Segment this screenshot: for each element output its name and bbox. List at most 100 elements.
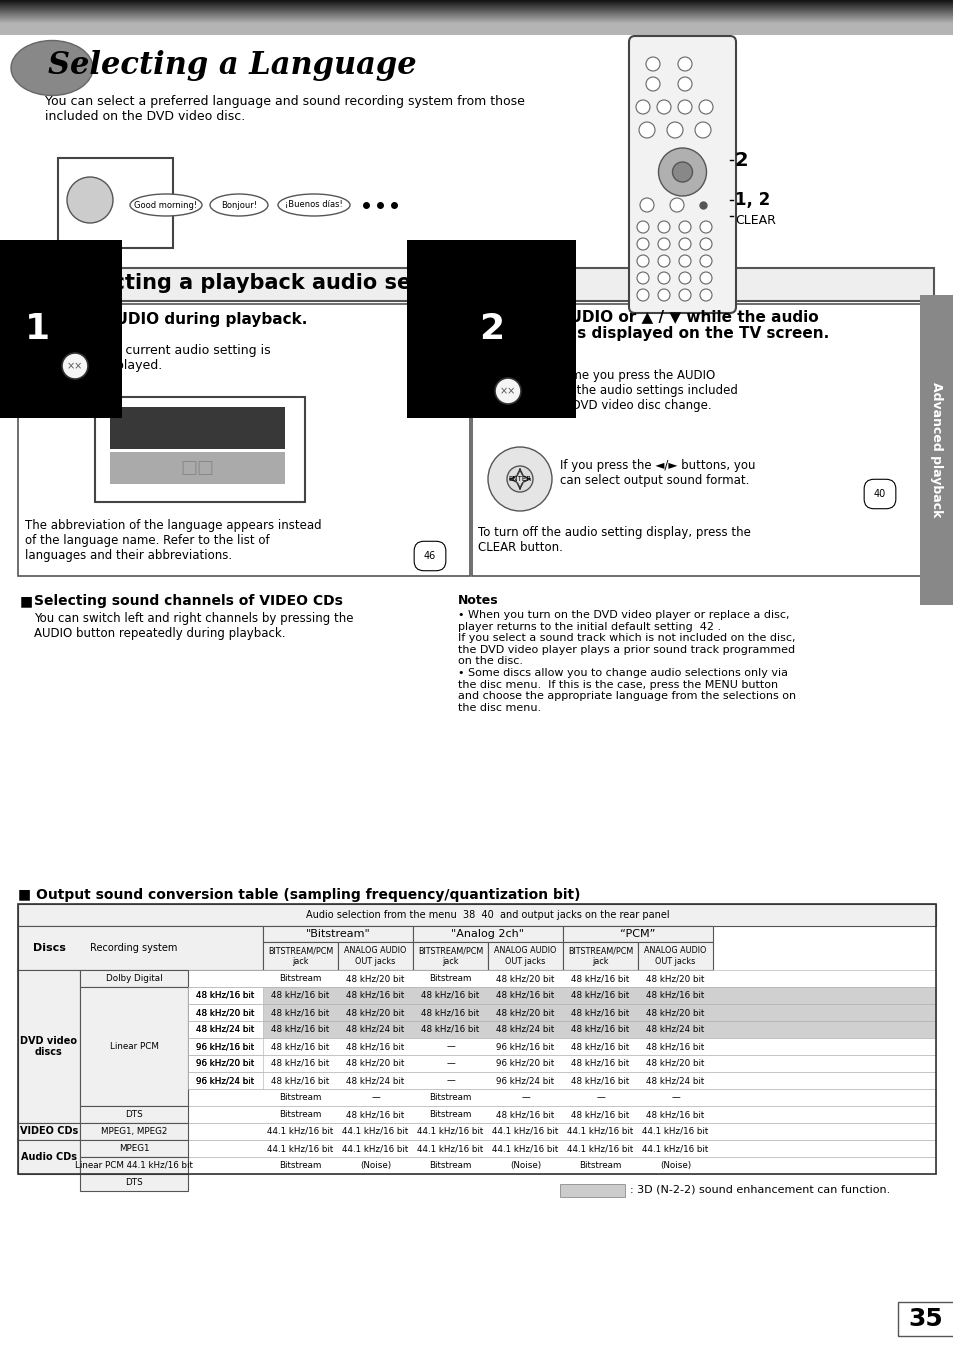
Bar [18, 905, 935, 926]
Text: Bitstream: Bitstream [279, 1161, 321, 1170]
Text: "Bitstream": "Bitstream" [305, 929, 370, 940]
Bar [413, 926, 562, 942]
Circle shape [679, 288, 690, 301]
Text: Dolby Digital: Dolby Digital [106, 975, 162, 983]
Bar [80, 1157, 188, 1174]
Text: 48 kHz/24 bit: 48 kHz/24 bit [196, 1024, 254, 1034]
Text: 48 kHz/16 bit: 48 kHz/16 bit [271, 1024, 330, 1034]
Circle shape [637, 221, 648, 233]
Text: 46: 46 [423, 551, 436, 561]
Circle shape [636, 100, 649, 115]
Bar [18, 926, 263, 971]
Bar [18, 1055, 935, 1072]
Bar [413, 942, 488, 971]
Text: BITSTREAM/PCM
jack: BITSTREAM/PCM jack [417, 946, 482, 965]
Bar [80, 987, 188, 1105]
Text: DTS: DTS [125, 1109, 143, 1119]
Text: 48 kHz/20 bit: 48 kHz/20 bit [645, 975, 704, 983]
Text: 96 kHz/20 bit: 96 kHz/20 bit [196, 1060, 254, 1068]
Text: "Analog 2ch": "Analog 2ch" [451, 929, 524, 940]
Text: —: — [371, 1093, 379, 1103]
Text: Press AUDIO during playback.: Press AUDIO during playback. [52, 311, 307, 328]
Bar [18, 1072, 935, 1089]
Text: 48 kHz/16 bit: 48 kHz/16 bit [571, 1060, 629, 1068]
Circle shape [679, 239, 690, 249]
Text: 1, 2: 1, 2 [734, 191, 769, 209]
Bar [80, 1123, 188, 1140]
Text: 96 kHz/24 bit: 96 kHz/24 bit [496, 1076, 554, 1085]
Text: 2: 2 [734, 151, 748, 170]
Text: 48 kHz/16 bit: 48 kHz/16 bit [271, 1042, 330, 1051]
Ellipse shape [130, 194, 202, 216]
Text: 96 kHz/20 bit: 96 kHz/20 bit [196, 1060, 254, 1068]
Circle shape [700, 288, 711, 301]
Text: 48 kHz/16 bit: 48 kHz/16 bit [346, 991, 404, 1000]
Bar [188, 1020, 263, 1038]
Text: (Noise): (Noise) [359, 1161, 391, 1170]
Text: Bitstream: Bitstream [429, 1093, 471, 1103]
Text: 44.1 kHz/16 bit: 44.1 kHz/16 bit [416, 1127, 483, 1136]
Bar [18, 1123, 80, 1140]
Text: Press AUDIO or ▲ / ▼ while the audio
setting is displayed on the TV screen.: Press AUDIO or ▲ / ▼ while the audio set… [505, 309, 828, 341]
Text: “PCM”: “PCM” [619, 929, 655, 940]
Text: 44.1 kHz/16 bit: 44.1 kHz/16 bit [267, 1127, 334, 1136]
Text: The current audio setting is
displayed.: The current audio setting is displayed. [98, 344, 271, 372]
Text: □□: □□ [180, 460, 213, 477]
Text: 48 kHz/20 bit: 48 kHz/20 bit [196, 1008, 254, 1016]
Text: BITSTREAM/PCM
jack: BITSTREAM/PCM jack [268, 946, 333, 965]
Text: 48 kHz/16 bit: 48 kHz/16 bit [571, 1109, 629, 1119]
Ellipse shape [11, 40, 92, 96]
Circle shape [645, 77, 659, 92]
Circle shape [637, 255, 648, 267]
Text: VCD: VCD [32, 284, 48, 291]
Text: DVD: DVD [31, 274, 49, 279]
Circle shape [679, 272, 690, 284]
Text: (Noise): (Noise) [659, 1161, 690, 1170]
Text: 48 kHz/16 bit: 48 kHz/16 bit [196, 991, 254, 1000]
Bar [18, 1140, 80, 1174]
Text: Bitstream: Bitstream [429, 975, 471, 983]
Text: 48 kHz/16 bit: 48 kHz/16 bit [571, 1076, 629, 1085]
Bar [562, 926, 712, 942]
Bar [18, 305, 470, 576]
Bar [95, 398, 305, 501]
Bar [188, 1038, 263, 1055]
Bar [188, 1072, 263, 1089]
Text: ××: ×× [499, 386, 516, 396]
Bar [919, 295, 953, 605]
Text: 48 kHz/16 bit: 48 kHz/16 bit [346, 1042, 404, 1051]
Text: Linear PCM 44.1 kHz/16 bit: Linear PCM 44.1 kHz/16 bit [75, 1161, 193, 1170]
Text: 48 kHz/16 bit: 48 kHz/16 bit [571, 975, 629, 983]
Text: DTS: DTS [125, 1178, 143, 1188]
Text: 48 kHz/24 bit: 48 kHz/24 bit [646, 1076, 704, 1085]
Bar [562, 942, 638, 971]
Text: To turn off the audio setting display, press the
CLEAR button.: To turn off the audio setting display, p… [477, 526, 750, 554]
Circle shape [678, 77, 691, 92]
Circle shape [658, 288, 669, 301]
Text: DVD video
discs: DVD video discs [20, 1035, 77, 1057]
Bar [110, 407, 285, 449]
Text: 48 kHz/16 bit: 48 kHz/16 bit [571, 1042, 629, 1051]
Circle shape [639, 198, 654, 212]
Text: 48 kHz/16 bit: 48 kHz/16 bit [421, 1024, 479, 1034]
Text: 48 kHz/16 bit: 48 kHz/16 bit [271, 1060, 330, 1068]
Text: MPEG1: MPEG1 [118, 1144, 149, 1153]
Bar [80, 1174, 188, 1192]
Text: AUDIO: AUDIO [493, 372, 522, 381]
Text: 48 kHz/16 bit: 48 kHz/16 bit [271, 1076, 330, 1085]
Bar [18, 1140, 935, 1157]
Text: 48 kHz/20 bit: 48 kHz/20 bit [645, 1060, 704, 1068]
Bar [897, 1302, 953, 1336]
Text: 96 kHz/16 bit: 96 kHz/16 bit [496, 1042, 554, 1051]
Bar [263, 942, 337, 971]
Text: Good morning!: Good morning! [134, 201, 197, 209]
Text: ××: ×× [67, 361, 83, 371]
Text: 48 kHz/16 bit: 48 kHz/16 bit [496, 991, 554, 1000]
Bar [188, 987, 263, 1004]
Bar [559, 1184, 624, 1197]
Bar [18, 1123, 935, 1140]
Text: 48 kHz/16 bit: 48 kHz/16 bit [271, 991, 330, 1000]
Text: 44.1 kHz/16 bit: 44.1 kHz/16 bit [492, 1127, 558, 1136]
Bar [18, 971, 80, 1123]
Text: If you press the ◄/► buttons, you
can select output sound format.: If you press the ◄/► buttons, you can se… [559, 460, 755, 487]
